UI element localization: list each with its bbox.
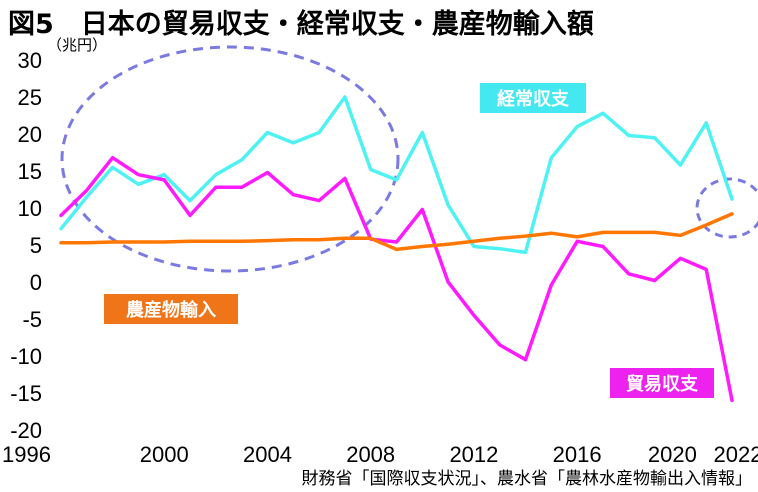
y-unit-label: （兆円） <box>47 36 107 54</box>
y-tick-label: 0 <box>30 270 42 295</box>
y-tick-label: -20 <box>10 418 42 443</box>
y-tick-label: 15 <box>18 159 42 184</box>
series-line-0 <box>59 95 734 255</box>
y-tick-label: -10 <box>10 344 42 369</box>
series-label: 経常収支 <box>497 88 570 110</box>
series-label-box <box>104 294 238 324</box>
y-tick-label: -5 <box>22 307 42 332</box>
series-label: 農産物輸入 <box>126 299 216 321</box>
x-tick-label: 2000 <box>140 442 189 467</box>
highlight-ellipse-small <box>695 177 758 239</box>
x-tick-label: 2016 <box>553 442 602 467</box>
y-tick-label: 20 <box>18 122 42 147</box>
y-tick-label: 5 <box>30 233 42 258</box>
series-line-2 <box>59 212 734 252</box>
y-tick-label: 10 <box>18 196 42 221</box>
x-tick-label: 2004 <box>243 442 292 467</box>
highlight-ellipse-large <box>60 45 400 273</box>
series-label: 貿易収支 <box>626 373 699 395</box>
y-tick-label: 30 <box>18 48 42 73</box>
x-tick-label: 2012 <box>449 442 498 467</box>
chart-title: 図5 日本の貿易収支・経常収支・農産物輸入額 <box>8 9 594 40</box>
y-tick-label: -15 <box>10 381 42 406</box>
source-note: 財務省「国際収支状況」、農水省「農林水産物輸出入情報」 <box>301 469 753 489</box>
x-tick-label: 2020 <box>648 442 697 467</box>
x-tick-label: 2008 <box>346 442 395 467</box>
x-tick-label: 2022 <box>714 442 758 467</box>
x-tick-label: 1996 <box>2 442 51 467</box>
series-line-1 <box>59 155 734 403</box>
y-tick-label: 25 <box>18 85 42 110</box>
series-label-box <box>480 83 586 113</box>
series-label-box <box>610 368 714 398</box>
